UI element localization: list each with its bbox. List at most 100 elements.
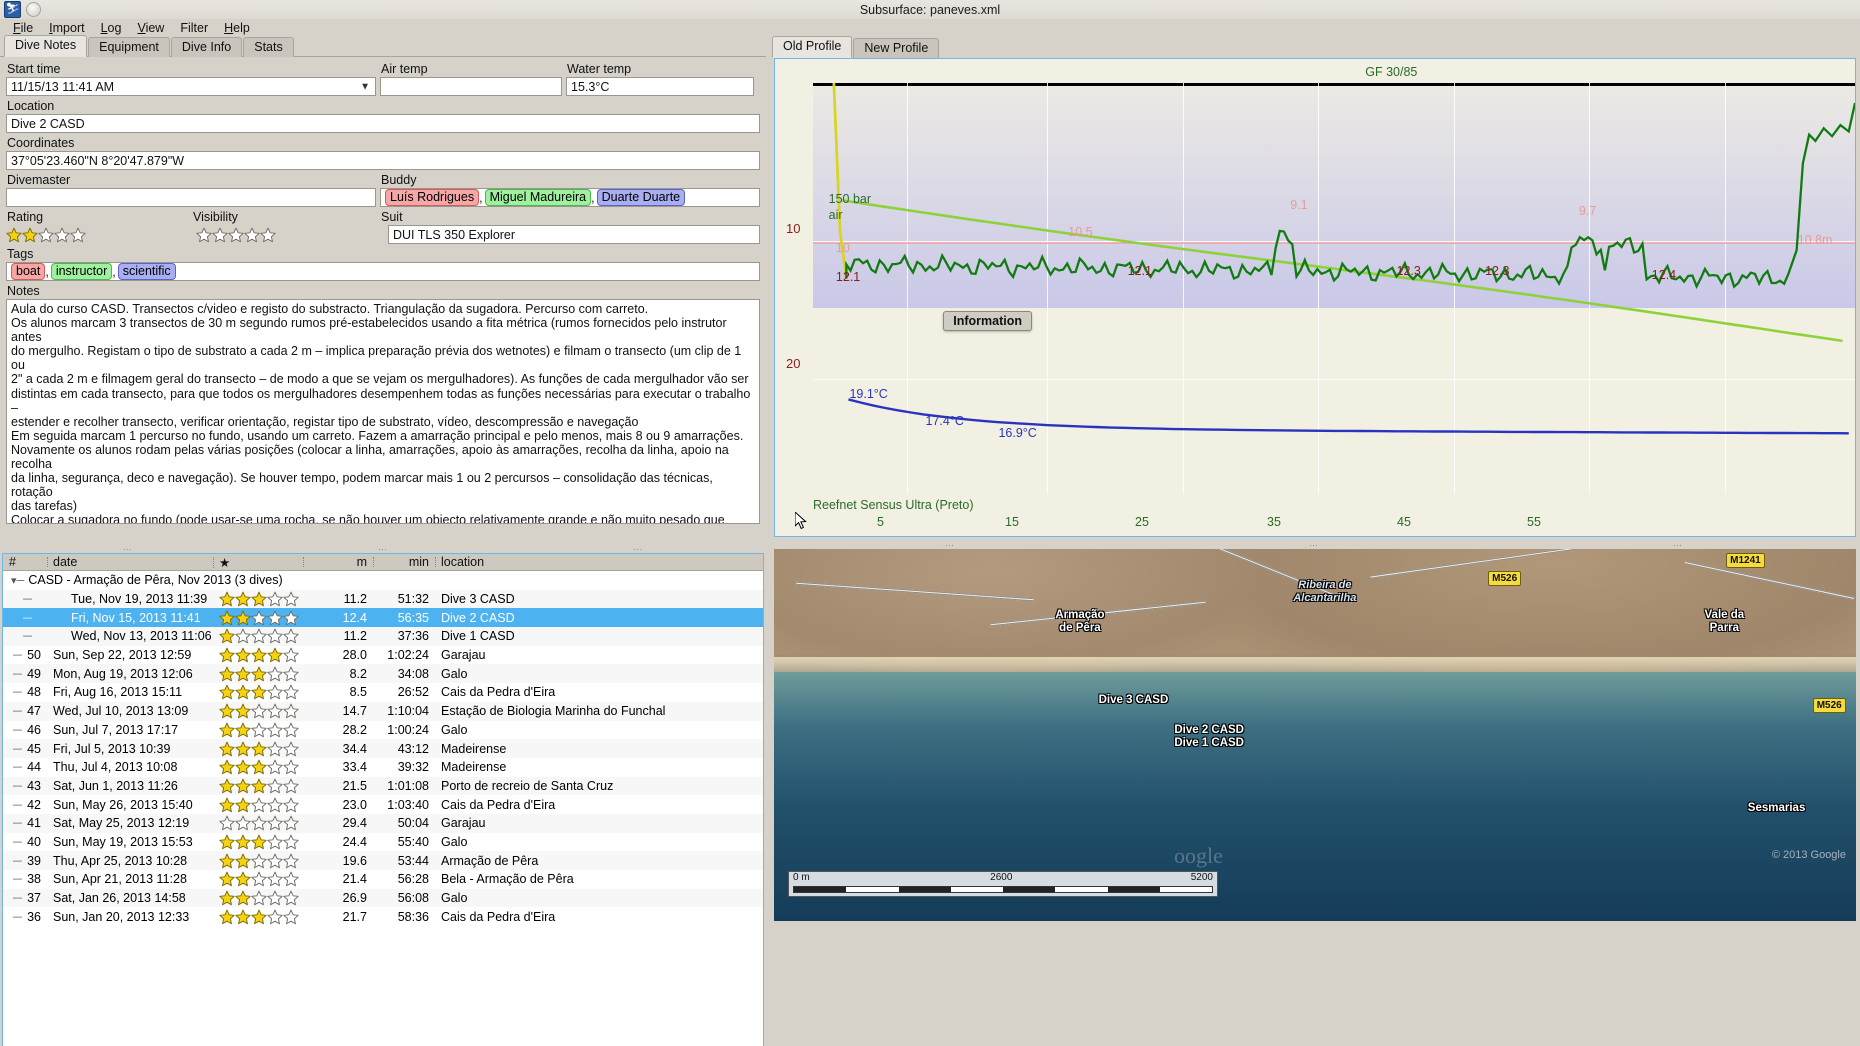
star-icon[interactable] bbox=[219, 610, 235, 626]
star-icon[interactable] bbox=[235, 684, 251, 700]
dive-list-row[interactable]: ─ 50 Sun, Sep 22, 2013 12:59 28.0 1:02:24 Gar… bbox=[3, 645, 763, 665]
start-time-input[interactable]: 11/15/13 11:41 AM ▼ bbox=[6, 77, 376, 96]
left-splitter-handle[interactable]: ⋯ ⋯ ⋯ bbox=[0, 545, 766, 554]
star-icon[interactable] bbox=[283, 610, 299, 626]
cell-rating[interactable] bbox=[213, 609, 303, 626]
star-icon[interactable] bbox=[219, 628, 235, 644]
star-icon[interactable] bbox=[267, 610, 283, 626]
cell-rating[interactable] bbox=[213, 890, 303, 907]
menu-help[interactable]: Help bbox=[224, 21, 250, 35]
star-icon[interactable] bbox=[219, 741, 235, 757]
star-icon[interactable] bbox=[235, 610, 251, 626]
star-icon[interactable] bbox=[219, 647, 235, 663]
location-input[interactable]: Dive 2 CASD bbox=[6, 114, 760, 133]
star-icon[interactable] bbox=[251, 778, 267, 794]
star-icon[interactable] bbox=[283, 722, 299, 738]
dive-list[interactable]: # date ★ m min location ▾─ CASD - Armaçã… bbox=[2, 553, 764, 1046]
star-icon[interactable] bbox=[283, 853, 299, 869]
star-icon[interactable] bbox=[235, 853, 251, 869]
suit-input[interactable]: DUI TLS 350 Explorer bbox=[388, 225, 760, 244]
star-icon[interactable] bbox=[267, 722, 283, 738]
star-icon[interactable] bbox=[251, 890, 267, 906]
star-icon[interactable] bbox=[267, 741, 283, 757]
star-icon[interactable] bbox=[235, 666, 251, 682]
star-icon[interactable] bbox=[283, 684, 299, 700]
information-button[interactable]: Information bbox=[943, 311, 1032, 332]
dive-list-row[interactable]: ─ Tue, Nov 19, 2013 11:39 11.2 51:32 Dive 3 … bbox=[3, 589, 763, 609]
star-icon[interactable] bbox=[235, 722, 251, 738]
star-icon[interactable] bbox=[267, 778, 283, 794]
star-icon[interactable] bbox=[219, 834, 235, 850]
star-icon[interactable] bbox=[283, 591, 299, 607]
star-icon[interactable] bbox=[235, 909, 251, 925]
menu-view[interactable]: View bbox=[137, 21, 165, 35]
map-dive-marker-label[interactable]: Dive 3 CASD bbox=[1098, 694, 1169, 707]
star-icon[interactable] bbox=[22, 227, 38, 243]
map-dive-marker-label[interactable]: Dive 1 CASD bbox=[1174, 736, 1244, 749]
star-icon[interactable] bbox=[283, 703, 299, 719]
cell-rating[interactable] bbox=[213, 628, 303, 645]
star-icon[interactable] bbox=[196, 227, 212, 243]
star-icon[interactable] bbox=[267, 591, 283, 607]
star-icon[interactable] bbox=[219, 759, 235, 775]
star-icon[interactable] bbox=[219, 684, 235, 700]
column-header-num[interactable]: # bbox=[9, 555, 16, 569]
tags-input[interactable]: boat, instructor, scientific bbox=[6, 262, 760, 281]
cell-rating[interactable] bbox=[213, 703, 303, 720]
cell-rating[interactable] bbox=[213, 759, 303, 776]
star-icon[interactable] bbox=[251, 703, 267, 719]
dive-list-row[interactable]: ─ 42 Sun, May 26, 2013 15:40 23.0 1:03:40 Cai… bbox=[3, 795, 763, 814]
star-icon[interactable] bbox=[283, 759, 299, 775]
dive-list-row[interactable]: ─ 47 Wed, Jul 10, 2013 13:09 14.7 1:10:04 Est… bbox=[3, 701, 763, 721]
star-icon[interactable] bbox=[251, 647, 267, 663]
star-icon[interactable] bbox=[54, 227, 70, 243]
tag-chip[interactable]: instructor bbox=[50, 263, 113, 280]
column-header-date[interactable]: date bbox=[47, 555, 213, 569]
tab-old-profile[interactable]: Old Profile bbox=[772, 36, 853, 58]
tag-chip[interactable]: scientific bbox=[117, 263, 176, 280]
cell-rating[interactable] bbox=[213, 721, 303, 738]
star-icon[interactable] bbox=[235, 815, 251, 831]
star-icon[interactable] bbox=[219, 666, 235, 682]
star-icon[interactable] bbox=[235, 591, 251, 607]
star-icon[interactable] bbox=[283, 666, 299, 682]
star-icon[interactable] bbox=[235, 759, 251, 775]
buddy-chip[interactable]: Duarte Duarte bbox=[596, 189, 686, 206]
visibility-stars[interactable] bbox=[196, 226, 384, 243]
star-icon[interactable] bbox=[267, 834, 283, 850]
dive-list-row[interactable]: ─ 44 Thu, Jul 4, 2013 10:08 33.4 39:32 Madeir… bbox=[3, 757, 763, 777]
star-icon[interactable] bbox=[251, 610, 267, 626]
star-icon[interactable] bbox=[267, 703, 283, 719]
dive-trip-group-row[interactable]: ▾─ CASD - Armação de Pêra, Nov 2013 (3 d… bbox=[3, 571, 763, 590]
cell-rating[interactable] bbox=[213, 777, 303, 794]
tab-equipment[interactable]: Equipment bbox=[88, 37, 170, 57]
star-icon[interactable] bbox=[70, 227, 86, 243]
water-temp-input[interactable]: 15.3°C bbox=[566, 77, 754, 96]
menu-log[interactable]: Log bbox=[100, 21, 122, 35]
star-icon[interactable] bbox=[228, 227, 244, 243]
dive-list-row[interactable]: ─ 48 Fri, Aug 16, 2013 15:11 8.5 26:52 Cais d… bbox=[3, 683, 763, 702]
buddy-chip[interactable]: Luís Rodrigues bbox=[385, 189, 480, 206]
star-icon[interactable] bbox=[251, 741, 267, 757]
star-icon[interactable] bbox=[260, 227, 276, 243]
star-icon[interactable] bbox=[251, 759, 267, 775]
column-header-depth[interactable]: m bbox=[303, 555, 373, 569]
star-icon[interactable] bbox=[267, 871, 283, 887]
star-icon[interactable] bbox=[267, 890, 283, 906]
divemaster-input[interactable] bbox=[6, 188, 376, 207]
cell-rating[interactable] bbox=[213, 740, 303, 757]
dive-list-row[interactable]: ─ Fri, Nov 15, 2013 11:41 12.4 56:35 Dive 2 … bbox=[3, 608, 763, 628]
star-icon[interactable] bbox=[219, 778, 235, 794]
star-icon[interactable] bbox=[219, 591, 235, 607]
star-icon[interactable] bbox=[283, 909, 299, 925]
star-icon[interactable] bbox=[251, 628, 267, 644]
star-icon[interactable] bbox=[251, 684, 267, 700]
star-icon[interactable] bbox=[267, 684, 283, 700]
notes-textarea[interactable]: Aula do curso CASD. Transectos c/video e… bbox=[6, 299, 760, 524]
star-icon[interactable] bbox=[283, 741, 299, 757]
star-icon[interactable] bbox=[38, 227, 54, 243]
dive-list-row[interactable]: ─ 38 Sun, Apr 21, 2013 11:28 21.4 56:28 Bela … bbox=[3, 870, 763, 889]
cell-rating[interactable] bbox=[213, 852, 303, 869]
column-header-duration[interactable]: min bbox=[373, 555, 435, 569]
star-icon[interactable] bbox=[267, 815, 283, 831]
